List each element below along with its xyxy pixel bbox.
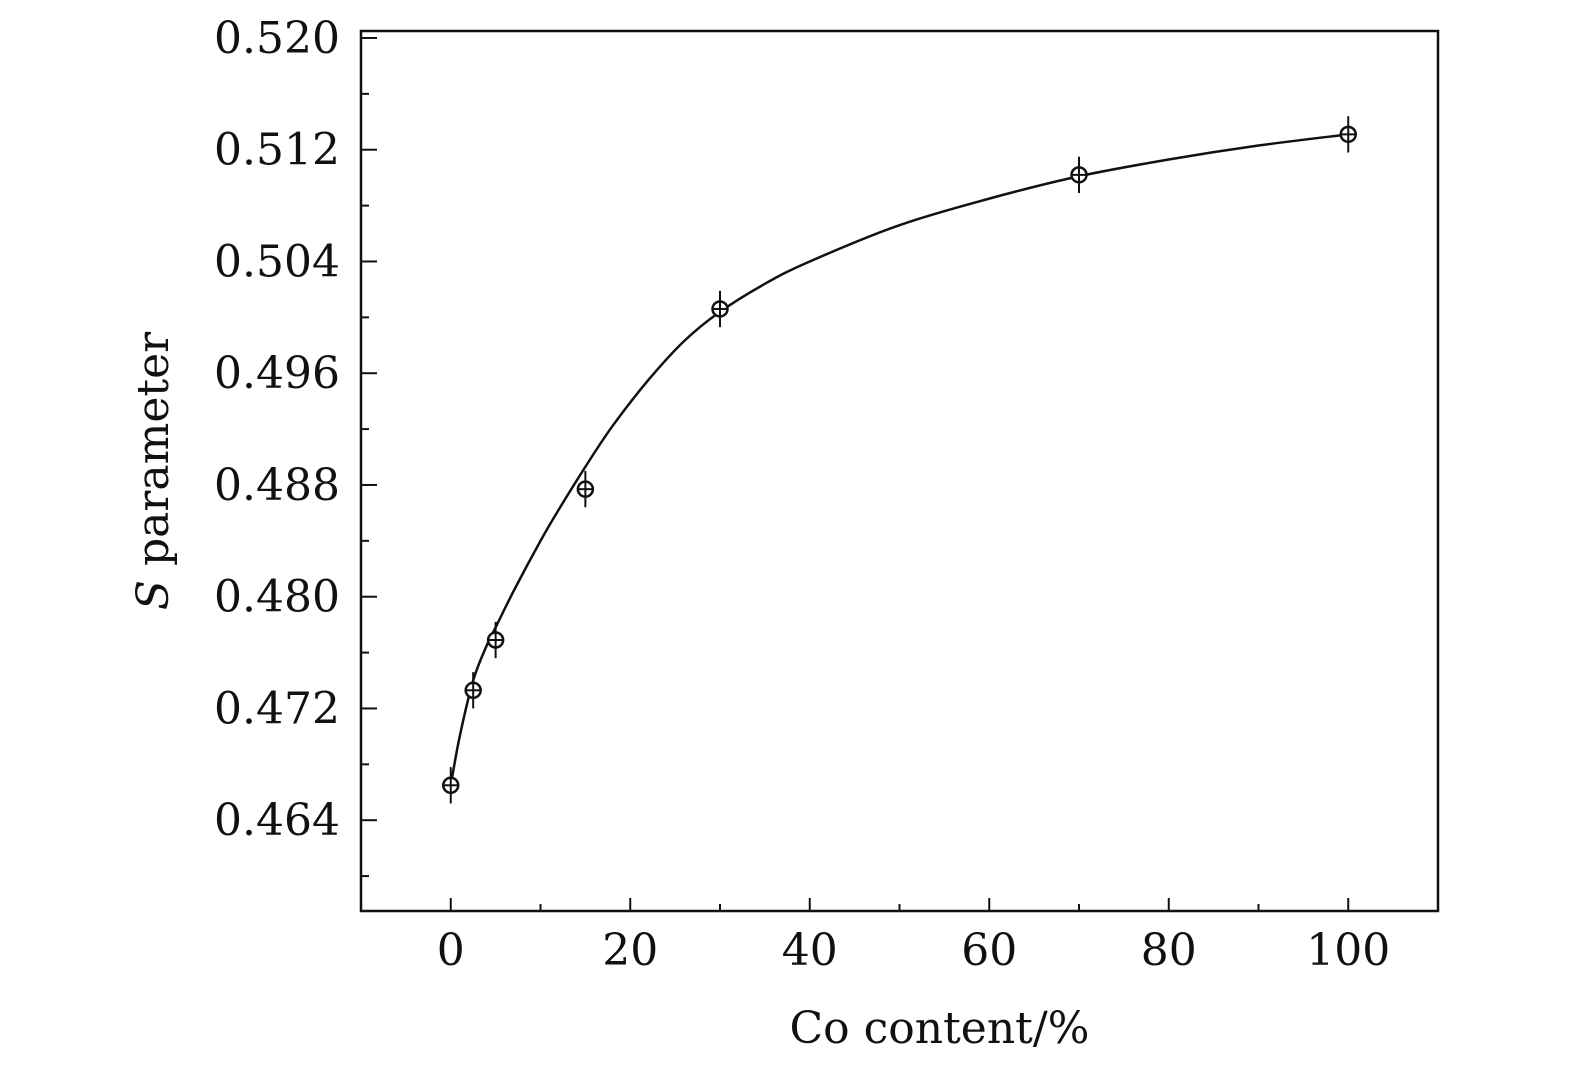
plot-frame	[359, 29, 1440, 913]
fit-curve	[449, 133, 1349, 786]
data-point	[486, 621, 505, 659]
data-point	[1070, 156, 1088, 194]
y-tick-label: 0.512	[214, 125, 340, 176]
y-axis-title-text: parameter	[128, 331, 179, 580]
axis-ticks	[361, 36, 1350, 911]
y-axis-title-symbol: S	[128, 580, 179, 610]
data-point	[711, 290, 729, 328]
x-tick-label: 80	[1141, 925, 1197, 976]
y-tick-label: 0.488	[214, 460, 340, 511]
data-point	[464, 672, 482, 709]
y-tick-label: 0.504	[214, 236, 340, 287]
x-tick-labels: 0 20 40 60 80 100	[437, 925, 1390, 976]
y-axis-title: S parameter	[128, 331, 179, 610]
x-tick-label: 0	[437, 925, 465, 976]
y-tick-label: 0.464	[214, 795, 340, 846]
y-tick-label: 0.480	[214, 572, 340, 623]
x-tick-label: 20	[602, 925, 658, 976]
data-point	[1339, 116, 1357, 153]
x-tick-label: 40	[782, 925, 838, 976]
data-point	[442, 767, 460, 804]
y-tick-label: 0.496	[214, 348, 340, 399]
x-tick-label: 60	[961, 925, 1017, 976]
y-tick-label: 0.472	[214, 683, 340, 734]
y-tick-label: 0.520	[214, 13, 340, 64]
data-points-layer	[442, 116, 1357, 804]
fit-curve-layer	[449, 133, 1349, 786]
y-tick-labels: 0.464 0.472 0.480 0.488 0.496 0.504 0.512 0.520	[214, 13, 340, 846]
x-tick-label: 100	[1306, 925, 1390, 976]
data-point	[576, 471, 595, 508]
x-axis-title: Co content/%	[790, 1003, 1090, 1054]
